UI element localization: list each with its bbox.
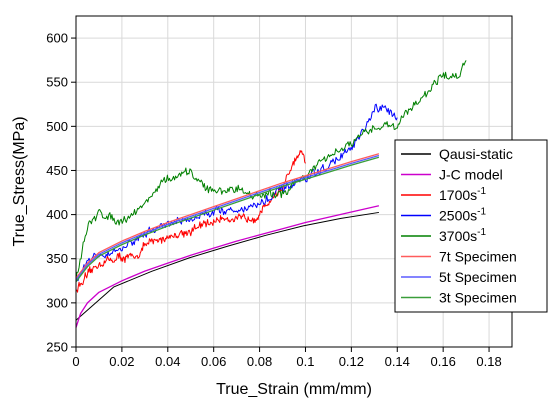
y-tick-label: 500	[46, 119, 68, 134]
y-tick-label: 250	[46, 340, 68, 355]
x-axis-title: True_Strain (mm/mm)	[216, 381, 372, 398]
y-tick-label: 600	[46, 31, 68, 46]
axes: 0 0.02 0.04 0.06 0.08 0.1 0.12 0.14 0.16 0.18 250 3…	[46, 31, 501, 369]
legend-box	[394, 139, 548, 313]
y-tick-label: 300	[46, 295, 68, 310]
series-line	[75, 205, 380, 328]
x-tick-label: 0.08	[247, 354, 272, 369]
legend-label: 3t Specimen	[439, 290, 517, 306]
series-line	[75, 60, 467, 281]
x-tick-label: 0.02	[109, 354, 134, 369]
x-tick-label: 0.16	[431, 354, 456, 369]
series-line	[75, 103, 398, 282]
series-line	[75, 211, 379, 321]
x-tick-label: 0.04	[155, 354, 180, 369]
y-axis-title: True_Stress(MPa)	[11, 116, 28, 246]
x-tick-label: 0.14	[385, 354, 410, 369]
legend-label: J-C model	[439, 167, 503, 183]
y-tick-label: 450	[46, 163, 68, 178]
y-tick-label: 400	[46, 207, 68, 222]
legend: Qausi-static J-C model 1700s-1 2500s-1 3700s…	[394, 139, 548, 313]
series-line	[75, 153, 380, 279]
legend-label: Qausi-static	[439, 146, 513, 162]
series-line	[75, 156, 380, 283]
y-tick-label: 350	[46, 251, 68, 266]
series-line	[75, 149, 306, 293]
legend-label: 1700s-1	[439, 186, 486, 203]
legend-label: 3700s-1	[439, 227, 486, 244]
legend-label: 5t Specimen	[439, 269, 517, 285]
x-tick-label: 0.12	[339, 354, 364, 369]
x-tick-label: 0.06	[201, 354, 226, 369]
legend-label: 2500s-1	[439, 207, 486, 224]
legend-label: 7t Specimen	[439, 249, 517, 265]
x-tick-label: 0.18	[476, 354, 501, 369]
x-tick-label: 0.1	[296, 354, 314, 369]
data-series	[75, 60, 467, 328]
series-line	[75, 154, 380, 281]
x-tick-label: 0	[72, 354, 79, 369]
y-tick-label: 550	[46, 75, 68, 90]
